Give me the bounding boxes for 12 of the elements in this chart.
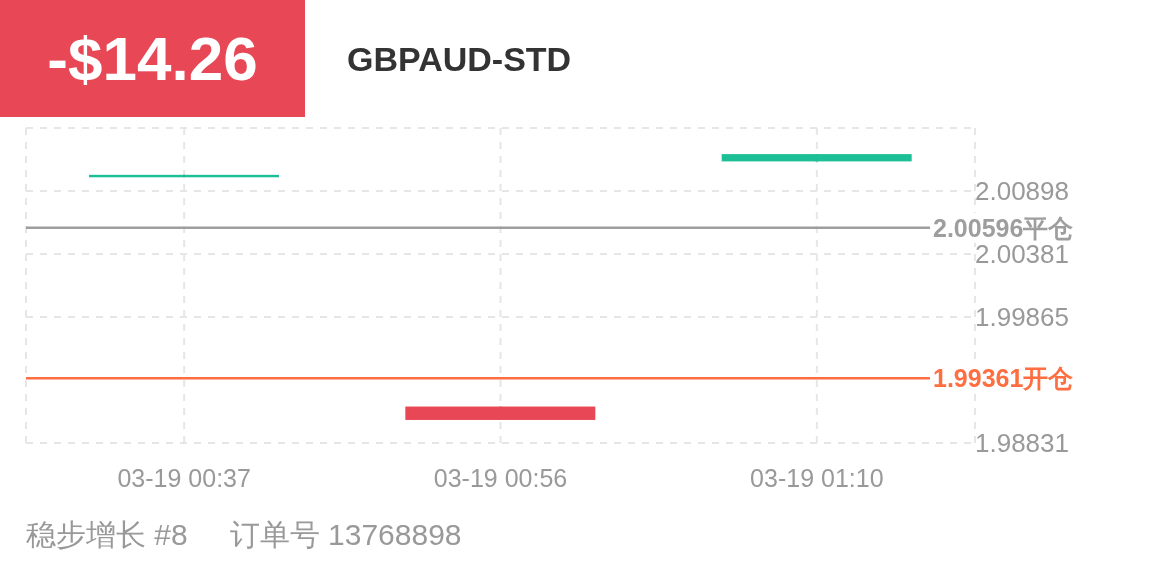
text: 稳步增长 #8 [26, 518, 188, 551]
x-tick-label: 03-19 00:56 [433, 463, 568, 492]
text: 订单号 13768898 [229, 518, 462, 551]
ref-line-label: 1.99361开仓 [933, 364, 1074, 393]
chart-title: GBPAUD-STD [347, 40, 572, 79]
x-tick-label: 03-19 00:37 [117, 463, 251, 492]
text: -$14.26 [0, 0, 305, 117]
y-tick-label: 1.99865 [975, 302, 1069, 333]
ref-line-label: 2.00596平仓 [933, 213, 1074, 242]
y-tick-label: 2.00898 [975, 176, 1069, 207]
y-tick-label: 1.98831 [975, 428, 1069, 459]
x-tick-label: 03-19 01:10 [750, 463, 884, 492]
